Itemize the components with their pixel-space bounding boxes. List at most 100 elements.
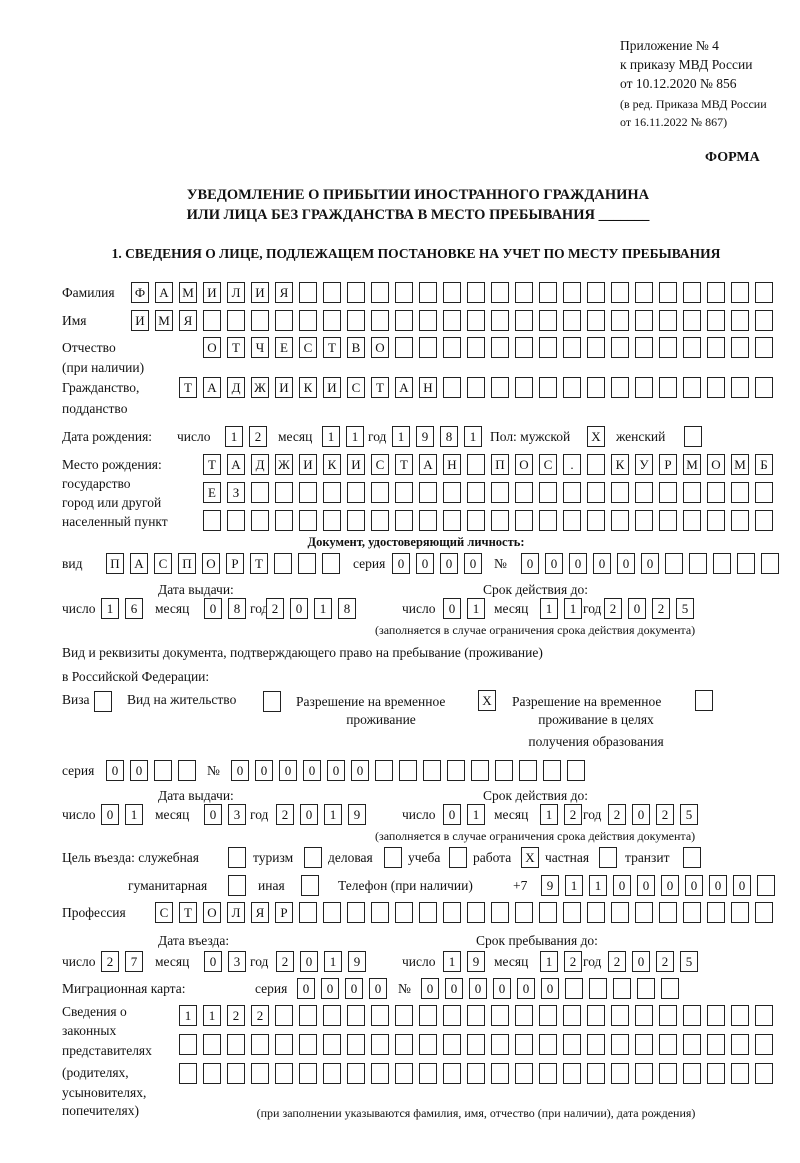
char-cell[interactable]: Т [203, 454, 221, 475]
char-cell[interactable]: Н [443, 454, 461, 475]
char-cell[interactable]: 0 [593, 553, 611, 574]
char-cell[interactable]: 0 [493, 978, 511, 999]
char-cell[interactable] [587, 337, 605, 358]
char-cell[interactable]: 1 [540, 598, 558, 619]
char-cell[interactable] [659, 510, 677, 531]
char-cell[interactable] [467, 337, 485, 358]
char-cell[interactable] [515, 377, 533, 398]
char-cell[interactable]: 9 [348, 804, 366, 825]
char-cell[interactable]: Д [251, 454, 269, 475]
char-cell[interactable] [322, 553, 340, 574]
purpose-business-checkbox[interactable] [384, 847, 408, 869]
char-cell[interactable] [347, 1005, 365, 1026]
char-cell[interactable] [635, 1063, 653, 1084]
char-cell[interactable]: 0 [440, 553, 458, 574]
char-cell[interactable] [299, 902, 317, 923]
char-cell[interactable] [659, 1034, 677, 1055]
char-cell[interactable]: И [251, 282, 269, 303]
char-cell[interactable] [515, 1005, 533, 1026]
char-cell[interactable] [467, 1063, 485, 1084]
char-cell[interactable] [587, 282, 605, 303]
char-cell[interactable] [731, 282, 749, 303]
char-cell[interactable]: А [130, 553, 148, 574]
char-cell[interactable] [179, 1034, 197, 1055]
char-cell[interactable]: 1 [565, 875, 583, 896]
checkbox-cell[interactable]: X [587, 426, 605, 447]
char-cell[interactable]: П [106, 553, 124, 574]
char-cell[interactable]: 9 [467, 951, 485, 972]
char-cell[interactable] [467, 310, 485, 331]
char-cell[interactable]: Ч [251, 337, 269, 358]
char-cell[interactable]: М [155, 310, 173, 331]
char-cell[interactable]: 1 [225, 426, 243, 447]
char-cell[interactable]: Д [227, 377, 245, 398]
checkbox-cell[interactable] [684, 426, 702, 447]
char-cell[interactable]: 1 [540, 951, 558, 972]
char-cell[interactable] [755, 902, 773, 923]
checkbox-cell[interactable] [263, 691, 281, 712]
char-cell[interactable] [731, 1063, 749, 1084]
char-cell[interactable]: 1 [467, 804, 485, 825]
char-cell[interactable] [539, 902, 557, 923]
char-cell[interactable] [275, 1034, 293, 1055]
char-cell[interactable] [371, 510, 389, 531]
char-cell[interactable] [395, 482, 413, 503]
reps-field-row2[interactable] [179, 1034, 779, 1056]
checkbox-cell[interactable] [683, 847, 701, 868]
checkbox-cell[interactable]: X [478, 690, 496, 711]
char-cell[interactable]: 0 [204, 804, 222, 825]
char-cell[interactable] [539, 482, 557, 503]
char-cell[interactable] [443, 1005, 461, 1026]
trp-edu-checkbox[interactable] [695, 690, 719, 712]
char-cell[interactable] [563, 282, 581, 303]
char-cell[interactable] [419, 282, 437, 303]
char-cell[interactable]: 2 [656, 951, 674, 972]
char-cell[interactable] [635, 510, 653, 531]
char-cell[interactable]: А [227, 454, 245, 475]
char-cell[interactable] [683, 902, 701, 923]
char-cell[interactable] [323, 902, 341, 923]
char-cell[interactable]: 1 [589, 875, 607, 896]
char-cell[interactable] [659, 1063, 677, 1084]
sex-female-checkbox[interactable] [684, 426, 708, 448]
char-cell[interactable] [515, 310, 533, 331]
char-cell[interactable]: Л [227, 282, 245, 303]
char-cell[interactable]: 0 [416, 553, 434, 574]
char-cell[interactable] [515, 482, 533, 503]
char-cell[interactable]: 2 [276, 804, 294, 825]
char-cell[interactable] [755, 310, 773, 331]
char-cell[interactable] [707, 310, 725, 331]
char-cell[interactable] [179, 1063, 197, 1084]
char-cell[interactable] [731, 377, 749, 398]
char-cell[interactable] [587, 482, 605, 503]
char-cell[interactable] [467, 282, 485, 303]
char-cell[interactable] [611, 482, 629, 503]
char-cell[interactable]: О [515, 454, 533, 475]
char-cell[interactable]: 2 [276, 951, 294, 972]
char-cell[interactable]: К [323, 454, 341, 475]
char-cell[interactable] [227, 510, 245, 531]
char-cell[interactable]: Я [179, 310, 197, 331]
char-cell[interactable] [539, 1005, 557, 1026]
char-cell[interactable] [419, 482, 437, 503]
char-cell[interactable] [665, 553, 683, 574]
char-cell[interactable] [683, 282, 701, 303]
char-cell[interactable] [423, 760, 441, 781]
char-cell[interactable]: 9 [348, 951, 366, 972]
char-cell[interactable]: 0 [733, 875, 751, 896]
char-cell[interactable] [467, 510, 485, 531]
char-cell[interactable]: Т [179, 902, 197, 923]
char-cell[interactable] [659, 282, 677, 303]
char-cell[interactable]: Е [275, 337, 293, 358]
char-cell[interactable] [587, 902, 605, 923]
char-cell[interactable]: 0 [628, 598, 646, 619]
char-cell[interactable] [539, 310, 557, 331]
char-cell[interactable] [447, 760, 465, 781]
char-cell[interactable]: А [419, 454, 437, 475]
char-cell[interactable] [299, 310, 317, 331]
